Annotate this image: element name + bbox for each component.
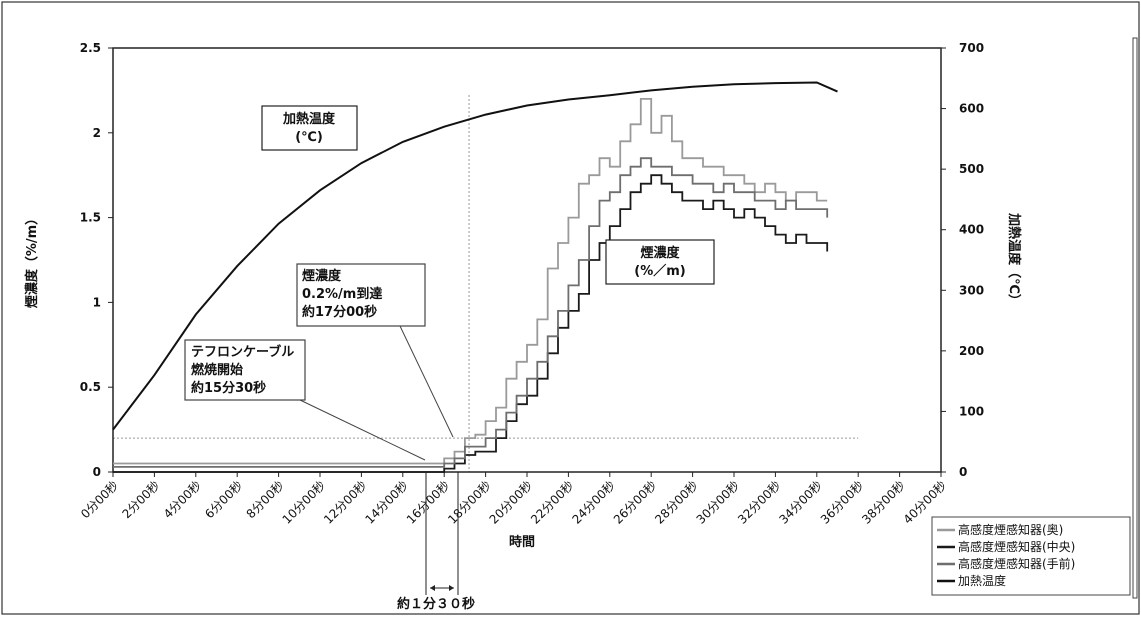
annot-temp-subtitle: (℃) (295, 130, 323, 145)
x-axis-label: 時間 (509, 534, 535, 550)
bracket-arrowheads (430, 585, 454, 591)
left-axis-label: 煙濃度（%/m） (24, 212, 40, 308)
left-tick-label: 2.5 (80, 41, 101, 55)
series-line-0 (113, 98, 828, 465)
annot-teflon-leader (299, 399, 426, 461)
right-tick-label: 700 (959, 41, 984, 55)
annot-box-teflon (184, 339, 306, 401)
annot-box-temp (261, 105, 358, 151)
series-line-3 (112, 81, 838, 431)
annot-smoke-subtitle: (%／m) (634, 263, 685, 279)
right-tick-label: 500 (959, 162, 984, 176)
annot-smoke-title: 煙濃度 (640, 245, 680, 261)
annot-interval: 約１分３０秒 (397, 596, 475, 612)
left-tick-label: 0 (93, 465, 101, 479)
legend-label-1: 高感度煙感知器(中央) (958, 539, 1075, 554)
legend-label-3: 加熱温度 (958, 573, 1006, 588)
annot-teflon-line: 約15分30秒 (191, 380, 266, 396)
annot-box-threshold (296, 263, 426, 327)
left-axis: 0 0.5 1 1.5 2 2.5 煙濃度（%/m） (24, 41, 113, 479)
annot-threshold-leader (399, 325, 454, 438)
right-tick-label: 600 (959, 102, 984, 116)
annot-temp-title: 加熱温度 (282, 111, 336, 127)
right-axis: 0 100 200 300 400 500 600 700 加熱温度（℃） (941, 41, 1022, 479)
left-tick-label: 1 (93, 295, 101, 309)
left-tick-label: 1.5 (80, 211, 101, 225)
right-tick-label: 100 (959, 404, 984, 418)
annotations: 加熱温度 (℃) 煙濃度 (%／m) 煙濃度 0.2%/m到達約17分00秒テフロンケーブ… (184, 105, 715, 612)
series-layer (112, 81, 838, 473)
right-tick-label: 300 (959, 283, 984, 297)
annot-threshold-line: 約17分00秒 (302, 304, 377, 320)
series-line-1 (113, 174, 829, 473)
right-tick-label: 200 (959, 344, 984, 358)
legend-strip-border (1132, 37, 1138, 599)
legend-box (931, 516, 1131, 596)
annot-box-smoke (605, 239, 715, 285)
legend-label-0: 高感度煙感知器(奥) (958, 522, 1063, 537)
annot-threshold-line: 煙濃度 (302, 268, 342, 284)
annot-teflon-line: 燃焼開始 (191, 362, 243, 378)
right-tick-label: 0 (959, 465, 967, 479)
annot-threshold-line: 0.2%/m到達 (302, 286, 382, 302)
right-axis-label: 加熱温度（℃） (1006, 212, 1022, 307)
legend: 高感度煙感知器(奥) 高感度煙感知器(中央) 高感度煙感知器(手前) 加熱温度 (931, 516, 1131, 596)
legend-label-2: 高感度煙感知器(手前) (958, 556, 1075, 571)
left-tick-label: 0.5 (80, 380, 101, 394)
series-line-2 (113, 157, 829, 468)
right-tick-label: 400 (959, 223, 984, 237)
left-tick-label: 2 (93, 126, 101, 140)
annot-teflon-line: テフロンケーブル (191, 344, 294, 360)
